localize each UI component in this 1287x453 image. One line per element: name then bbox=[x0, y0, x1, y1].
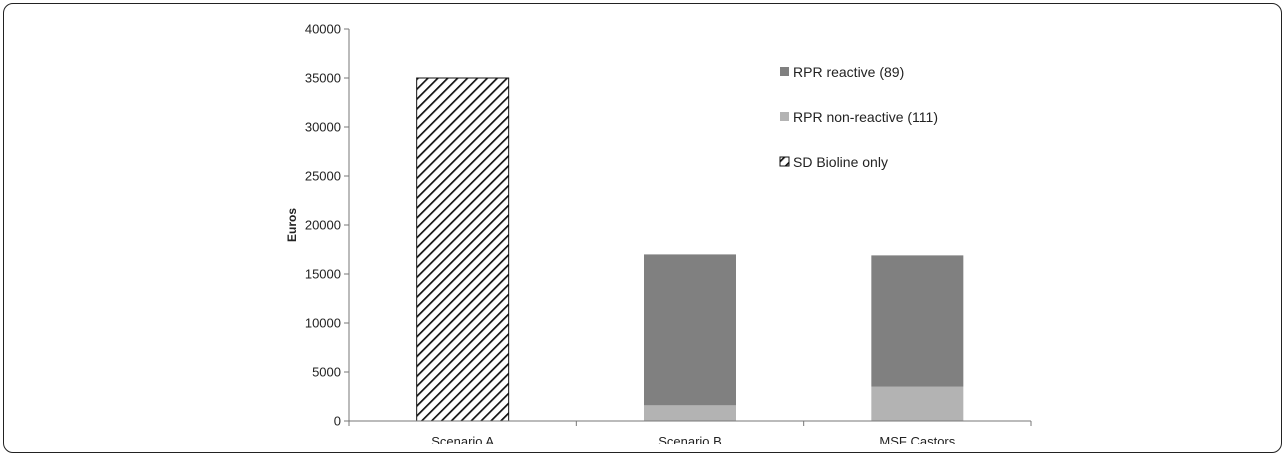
legend: RPR reactive (89) RPR non-reactive (111) S… bbox=[779, 64, 938, 170]
bar-scenario-b-rpr-non-reactive-111 bbox=[644, 405, 736, 421]
y-tick-label: 0 bbox=[334, 414, 341, 429]
y-tick-label: 40000 bbox=[305, 22, 341, 37]
y-tick-label: 30000 bbox=[305, 120, 341, 135]
legend-label-sd-bioline-only: SD Bioline only bbox=[793, 154, 888, 170]
bar-msf-castors-rpr-reactive-89 bbox=[871, 255, 964, 387]
bar-scenario-a-sd-bioline-only bbox=[416, 77, 510, 422]
axes-group: 0 5000 10000 15000 20000 25000 30000 35000 40000… bbox=[285, 22, 1032, 444]
legend-swatch-rpr-reactive-89 bbox=[780, 67, 789, 76]
y-tick-label: 25000 bbox=[305, 169, 341, 184]
bar-scenario-b-rpr-reactive-89 bbox=[644, 254, 736, 406]
y-tick-label: 35000 bbox=[305, 71, 341, 86]
y-tick-label: 15000 bbox=[305, 267, 341, 282]
legend-swatch-sd-bioline-only bbox=[779, 156, 790, 167]
legend-label-rpr-non-reactive-111: RPR non-reactive (111) bbox=[793, 109, 938, 125]
y-tick-label: 20000 bbox=[305, 218, 341, 233]
x-tick-label: MSF Castors bbox=[879, 434, 955, 444]
legend-swatch-rpr-non-reactive-111 bbox=[780, 112, 789, 121]
y-tick-label: 10000 bbox=[305, 316, 341, 331]
x-tick-label: Scenario B bbox=[658, 434, 722, 444]
y-tick-label: 5000 bbox=[312, 365, 341, 380]
x-tick-label: Scenario A bbox=[431, 434, 494, 444]
bar-msf-castors-rpr-non-reactive-111 bbox=[871, 386, 964, 421]
y-axis-label: Euros bbox=[285, 208, 299, 242]
legend-label-rpr-reactive-89: RPR reactive (89) bbox=[793, 64, 904, 80]
bars-group bbox=[416, 77, 964, 422]
